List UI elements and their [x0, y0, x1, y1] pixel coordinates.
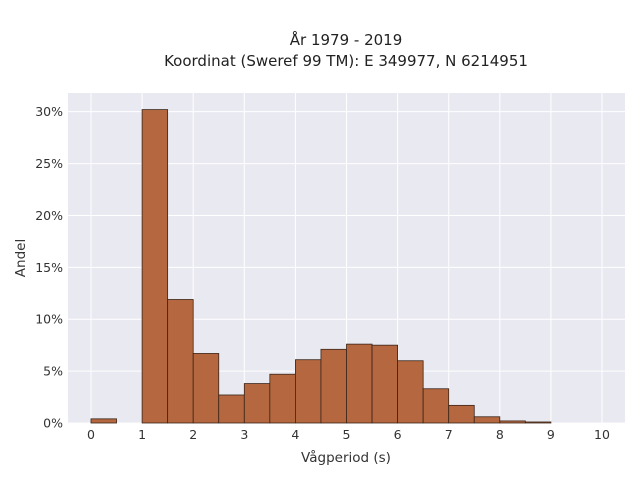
x-tick-label: 5	[343, 427, 351, 442]
histogram-bar	[371, 344, 399, 424]
y-tick-label: 5%	[43, 364, 63, 379]
y-tick-label: 30%	[35, 104, 63, 119]
histogram-bar	[167, 299, 194, 424]
histogram-bar	[141, 109, 169, 424]
histogram-bar	[320, 348, 347, 424]
histogram-bar	[524, 421, 552, 424]
chart-subtitle: Koordinat (Sweref 99 TM): E 349977, N 62…	[164, 52, 528, 70]
x-tick-label: 3	[240, 427, 248, 442]
x-tick-label: 0	[87, 427, 95, 442]
x-tick-label: 7	[445, 427, 453, 442]
bars	[90, 109, 552, 424]
x-tick-label: 1	[138, 427, 146, 442]
histogram-bar	[448, 404, 475, 424]
histogram-bar	[294, 359, 322, 424]
histogram-bar	[243, 383, 271, 424]
x-axis-label: Vågperiod (s)	[301, 449, 391, 466]
y-tick-label: 0%	[43, 416, 63, 431]
x-tick-label: 10	[594, 427, 610, 442]
histogram-bar	[90, 418, 117, 424]
y-tick-label: 15%	[35, 260, 63, 275]
x-axis-ticks: 0 1 2 3 4 5 6 7 8 9 10	[87, 427, 610, 442]
x-tick-label: 8	[496, 427, 504, 442]
y-axis-label: Andel	[13, 239, 29, 277]
histogram-bar	[269, 373, 296, 424]
histogram-bar	[218, 394, 245, 424]
x-tick-label: 4	[291, 427, 299, 442]
y-tick-label: 25%	[35, 156, 63, 171]
histogram-bar	[346, 343, 373, 424]
histogram-bar	[192, 353, 220, 424]
histogram-bar	[499, 420, 526, 424]
y-tick-label: 10%	[35, 312, 63, 327]
y-tick-label: 20%	[35, 208, 63, 223]
chart-title: År 1979 - 2019	[290, 30, 403, 49]
x-tick-label: 9	[547, 427, 555, 442]
histogram-bar	[422, 388, 450, 424]
x-tick-label: 2	[189, 427, 197, 442]
y-axis-ticks: 0% 5% 10% 15% 20% 25% 30%	[35, 104, 63, 430]
x-tick-label: 6	[394, 427, 402, 442]
histogram-bar	[397, 360, 424, 424]
histogram-bar	[473, 416, 501, 424]
